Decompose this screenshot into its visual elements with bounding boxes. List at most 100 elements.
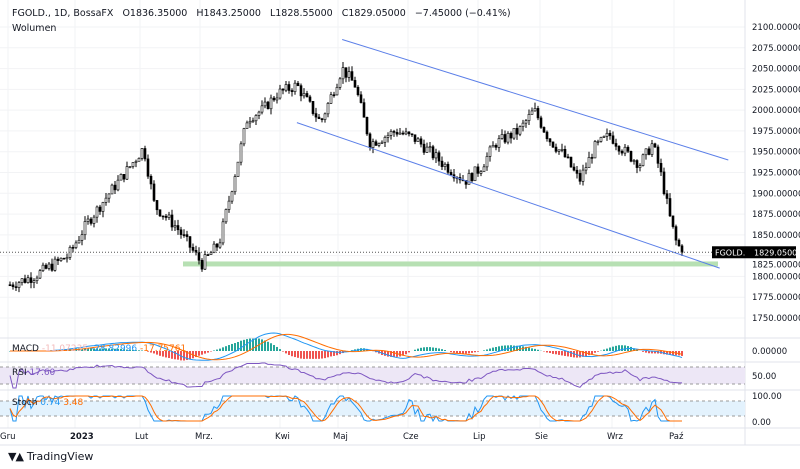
candle-down <box>266 101 270 110</box>
candle-down <box>620 150 624 154</box>
macd-histogram-bar <box>366 348 368 351</box>
candle-up <box>497 138 501 148</box>
candle-up <box>17 282 21 288</box>
candle-up <box>107 193 111 199</box>
macd-histogram-bar <box>321 351 323 359</box>
candle-up <box>602 135 606 138</box>
price-tag <box>712 246 796 259</box>
macd-histogram-bar <box>588 351 590 356</box>
macd-histogram-bar <box>537 349 539 351</box>
macd-histogram-bar <box>93 348 95 351</box>
macd-histogram-bar <box>615 345 617 351</box>
macd-histogram-bar <box>249 338 251 351</box>
candle-down <box>680 245 684 253</box>
x-tick-label: Lut <box>135 432 149 442</box>
macd-histogram-bar <box>633 348 635 351</box>
macd-histogram-bar <box>165 351 167 358</box>
macd-histogram-bar <box>564 351 566 356</box>
candle-up <box>443 163 447 167</box>
candle-down <box>413 134 417 142</box>
candle-up <box>92 216 96 224</box>
macd-histogram-bar <box>471 351 473 353</box>
macd-histogram-bar <box>273 345 275 351</box>
candle-up <box>491 145 495 148</box>
candle-up <box>641 154 645 166</box>
candle-down <box>164 215 168 218</box>
macd-histogram-bar <box>300 351 302 359</box>
macd-histogram-bar <box>204 351 206 354</box>
candle-down <box>161 215 165 218</box>
candle-up <box>269 97 273 110</box>
candle-up <box>380 141 384 144</box>
candle-down <box>401 132 405 135</box>
macd-histogram-bar <box>399 351 401 357</box>
candle-down <box>392 131 396 133</box>
candle-down <box>56 258 60 261</box>
candle-up <box>599 137 603 142</box>
candle-up <box>245 122 249 129</box>
candle-up <box>389 131 393 136</box>
volume-label[interactable]: Wolumen <box>12 23 57 34</box>
macd-histogram-bar <box>141 350 143 351</box>
macd-histogram-bar <box>501 345 503 351</box>
macd-histogram-bar <box>111 348 113 351</box>
macd-histogram-bar <box>297 351 299 358</box>
macd-histogram-bar <box>108 348 110 351</box>
candle-down <box>470 173 474 182</box>
macd-histogram-bar <box>267 341 269 351</box>
symbol-legend: FGOLD., 1D, BossaFX O1836.35000 H1843.25… <box>12 8 517 19</box>
macd-histogram-bar <box>117 348 119 351</box>
candle-down <box>677 239 681 247</box>
macd-histogram-bar <box>642 351 644 352</box>
candle-down <box>14 286 18 288</box>
candle-up <box>104 197 108 203</box>
stoch-legend[interactable]: Stoch 0.74 3.48 <box>12 398 83 408</box>
rsi-legend[interactable]: RSI 17.60 <box>12 368 55 378</box>
y-tick-label: 1950.00000 <box>752 148 800 158</box>
candle-up <box>383 136 387 143</box>
candle-up <box>479 171 483 174</box>
candle-down <box>536 108 540 119</box>
macd-histogram-bar <box>309 351 311 359</box>
candle-down <box>494 145 498 148</box>
macd-histogram-bar <box>456 351 458 354</box>
macd-histogram-bar <box>387 351 389 357</box>
candle-down <box>308 96 312 102</box>
y-tick-label: 1775.00000 <box>752 293 800 303</box>
tradingview-logo-icon: ▼▲ <box>8 450 24 463</box>
y-tick-label: 1900.00000 <box>752 189 800 199</box>
candle-up <box>242 128 246 145</box>
macd-histogram-bar <box>132 349 134 351</box>
candle-up <box>86 218 90 222</box>
candle-down <box>290 90 294 92</box>
candle-up <box>119 174 123 181</box>
candle-up <box>263 101 267 107</box>
macd-histogram-bar <box>474 351 476 353</box>
candle-down <box>155 200 159 211</box>
candle-up <box>230 191 234 202</box>
macd-histogram-bar <box>240 340 242 351</box>
x-tick-label: Gru <box>0 432 15 442</box>
candle-up <box>584 167 588 171</box>
candle-down <box>446 163 450 173</box>
macd-histogram-bar <box>330 351 332 357</box>
candle-down <box>545 131 549 140</box>
tradingview-logo[interactable]: ▼▲ TradingView <box>8 450 93 463</box>
macd-histogram-bar <box>219 348 221 351</box>
macd-histogram-bar <box>222 347 224 351</box>
candle-down <box>353 80 357 88</box>
candle-up <box>473 166 477 182</box>
macd-histogram-bar <box>450 351 452 353</box>
macd-histogram-bar <box>531 348 533 351</box>
macd-legend[interactable]: MACD -11.07235 -28.82996 -17.75761 <box>12 344 186 354</box>
macd-histogram-bar <box>513 345 515 351</box>
macd-histogram-bar <box>477 351 479 352</box>
macd-histogram-bar <box>186 351 188 361</box>
candle-down <box>671 215 675 227</box>
candle-down <box>578 173 582 182</box>
symbol-name[interactable]: FGOLD., 1D, BossaFX <box>12 8 114 19</box>
candle-down <box>614 143 618 147</box>
candle-down <box>410 133 414 136</box>
candle-down <box>143 148 147 160</box>
